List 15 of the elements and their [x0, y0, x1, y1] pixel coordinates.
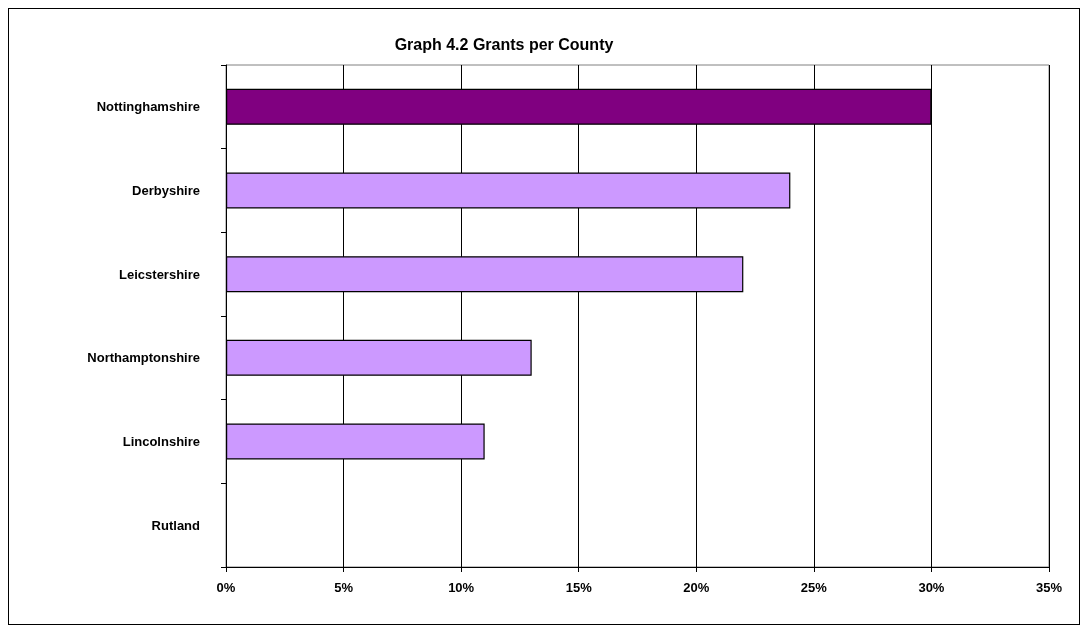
y-tick-label: Leicstershire: [119, 266, 200, 282]
y-tick-label: Nottinghamshire: [96, 99, 200, 115]
y-tick-label: Derbyshire: [132, 183, 200, 198]
x-tick-label: 20%: [683, 580, 710, 595]
y-tick-label: Rutland: [151, 517, 201, 533]
x-tick-label: 35%: [1035, 580, 1063, 595]
x-tick-label: 10%: [448, 580, 475, 595]
x-tick-label: 25%: [800, 580, 828, 595]
y-tick-label: Lincolnshire: [122, 434, 200, 449]
chart-title: Graph 4.2 Grants per County: [394, 35, 614, 53]
x-tick-label: 15%: [565, 580, 593, 595]
x-tick-label: 5%: [334, 580, 354, 595]
x-tick-label: 0%: [216, 580, 236, 595]
y-tick-label: Northamptonshire: [87, 350, 200, 366]
x-tick-label: 30%: [918, 580, 945, 595]
